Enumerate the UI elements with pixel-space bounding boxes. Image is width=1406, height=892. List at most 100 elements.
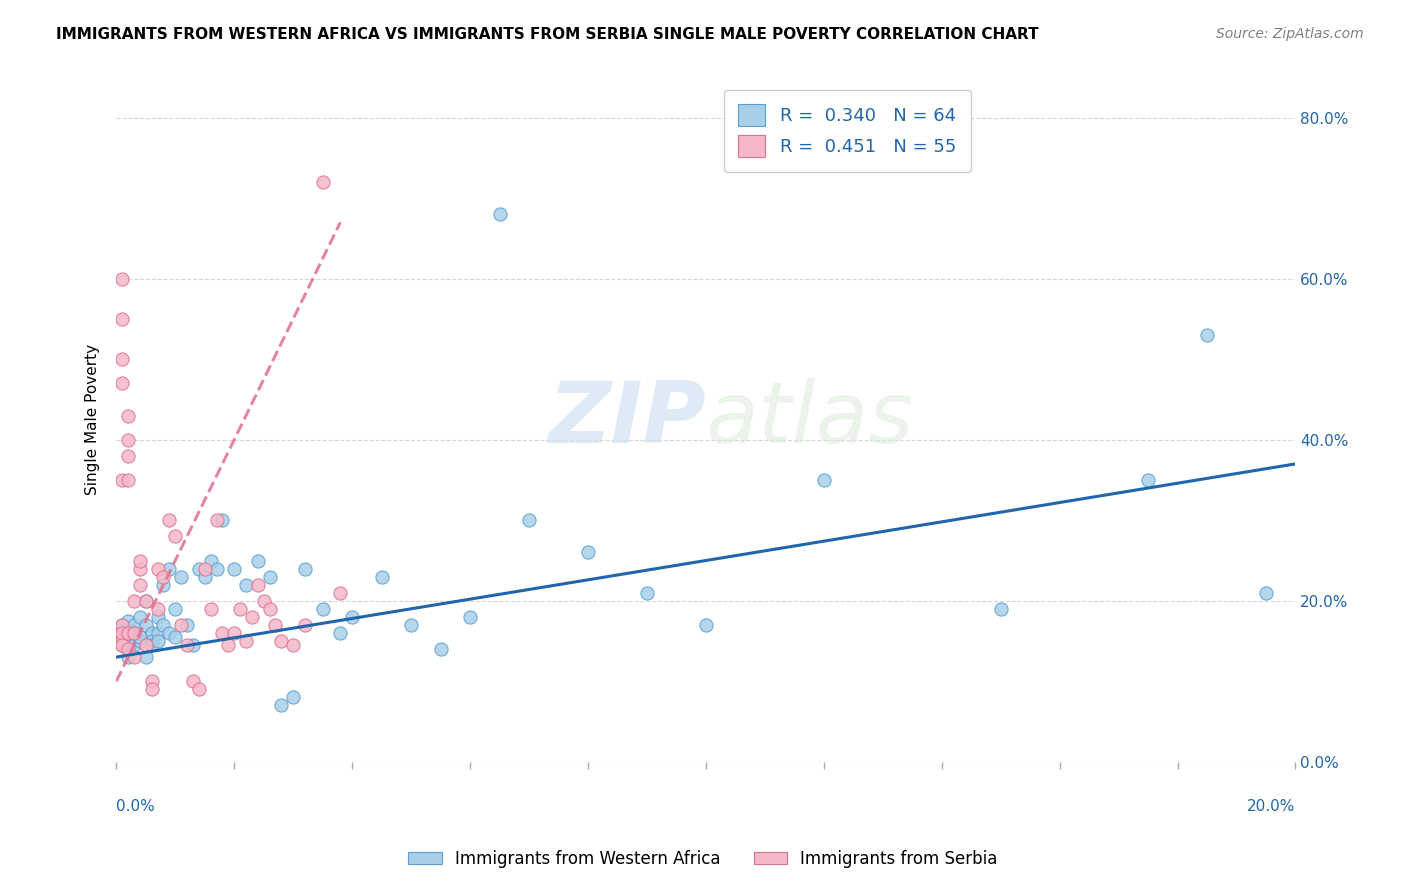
Point	[170, 618, 193, 632]
Point	[294, 561, 316, 575]
Point	[205, 561, 228, 575]
Point	[1195, 328, 1218, 343]
Point	[259, 569, 281, 583]
Point	[111, 634, 134, 648]
Point	[111, 376, 134, 391]
Point	[117, 626, 139, 640]
Point	[122, 626, 145, 640]
Text: Source: ZipAtlas.com: Source: ZipAtlas.com	[1216, 27, 1364, 41]
Legend: R =  0.340   N = 64, R =  0.451   N = 55: R = 0.340 N = 64, R = 0.451 N = 55	[724, 90, 970, 172]
Text: ZIP: ZIP	[548, 378, 706, 461]
Point	[117, 638, 139, 652]
Point	[370, 569, 392, 583]
Point	[122, 626, 145, 640]
Point	[211, 513, 233, 527]
Point	[246, 553, 269, 567]
Point	[205, 513, 228, 527]
Point	[146, 602, 169, 616]
Point	[194, 561, 217, 575]
Point	[240, 610, 263, 624]
Point	[122, 638, 145, 652]
Text: atlas: atlas	[706, 378, 914, 461]
Point	[111, 352, 134, 367]
Point	[187, 561, 209, 575]
Point	[128, 553, 150, 567]
Point	[111, 618, 134, 632]
Point	[458, 610, 481, 624]
Point	[128, 630, 150, 644]
Point	[117, 449, 139, 463]
Point	[105, 626, 128, 640]
Point	[253, 593, 276, 607]
Point	[194, 569, 217, 583]
Point	[165, 630, 187, 644]
Point	[111, 626, 134, 640]
Point	[152, 569, 174, 583]
Point	[235, 577, 257, 591]
Point	[329, 626, 352, 640]
Point	[141, 634, 163, 648]
Point	[235, 634, 257, 648]
Point	[157, 561, 180, 575]
Text: 20.0%: 20.0%	[1247, 799, 1295, 814]
Point	[117, 642, 139, 657]
Point	[281, 690, 304, 705]
Point	[141, 682, 163, 697]
Point	[111, 271, 134, 285]
Point	[117, 409, 139, 423]
Point	[176, 618, 198, 632]
Point	[152, 577, 174, 591]
Point	[576, 545, 599, 559]
Point	[429, 642, 451, 657]
Point	[122, 634, 145, 648]
Point	[695, 618, 717, 632]
Point	[111, 638, 134, 652]
Point	[217, 638, 239, 652]
Point	[128, 634, 150, 648]
Point	[146, 634, 169, 648]
Point	[141, 638, 163, 652]
Legend: Immigrants from Western Africa, Immigrants from Serbia: Immigrants from Western Africa, Immigran…	[402, 844, 1004, 875]
Point	[165, 602, 187, 616]
Point	[200, 553, 222, 567]
Point	[111, 634, 134, 648]
Point	[270, 634, 292, 648]
Point	[117, 473, 139, 487]
Point	[294, 618, 316, 632]
Point	[152, 618, 174, 632]
Point	[246, 577, 269, 591]
Point	[111, 626, 134, 640]
Point	[135, 593, 157, 607]
Point	[813, 473, 835, 487]
Point	[224, 561, 246, 575]
Point	[111, 638, 134, 652]
Point	[636, 585, 658, 599]
Text: IMMIGRANTS FROM WESTERN AFRICA VS IMMIGRANTS FROM SERBIA SINGLE MALE POVERTY COR: IMMIGRANTS FROM WESTERN AFRICA VS IMMIGR…	[56, 27, 1039, 42]
Point	[181, 638, 204, 652]
Point	[990, 602, 1012, 616]
Point	[135, 638, 157, 652]
Point	[264, 618, 287, 632]
Point	[111, 473, 134, 487]
Point	[165, 529, 187, 543]
Point	[135, 593, 157, 607]
Point	[122, 593, 145, 607]
Point	[399, 618, 422, 632]
Point	[157, 513, 180, 527]
Point	[141, 626, 163, 640]
Point	[1137, 473, 1160, 487]
Point	[111, 638, 134, 652]
Point	[117, 433, 139, 447]
Point	[146, 610, 169, 624]
Point	[488, 207, 510, 221]
Point	[135, 650, 157, 665]
Point	[311, 602, 333, 616]
Point	[329, 585, 352, 599]
Point	[117, 626, 139, 640]
Point	[157, 626, 180, 640]
Point	[111, 630, 134, 644]
Point	[111, 618, 134, 632]
Point	[259, 602, 281, 616]
Point	[111, 312, 134, 326]
Point	[170, 569, 193, 583]
